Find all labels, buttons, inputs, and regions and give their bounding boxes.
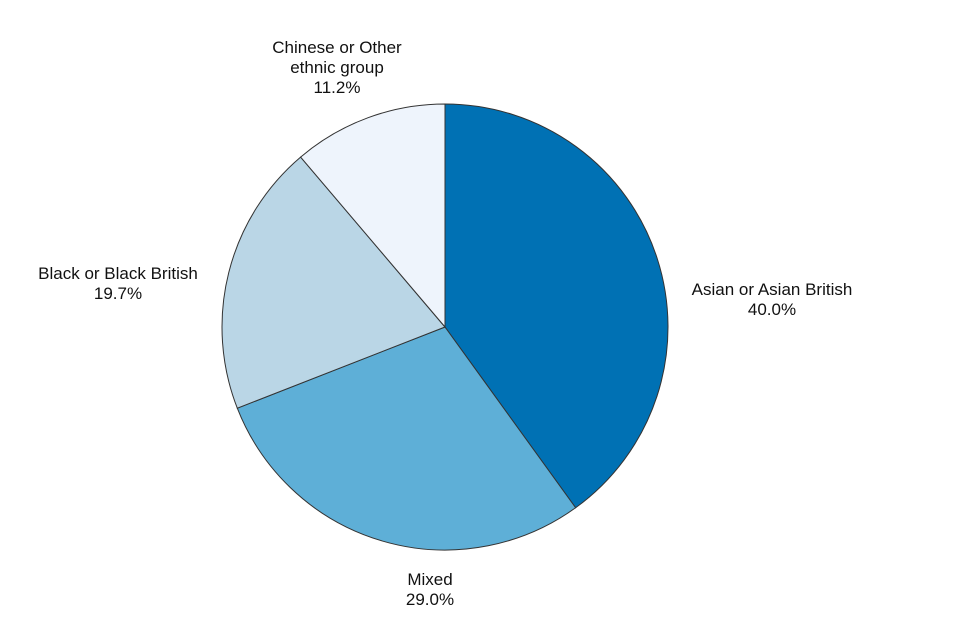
value-label: 29.0% (405, 590, 455, 609)
slice-label: Asian or Asian British 40.0% (692, 280, 853, 320)
slice-label: Mixed 29.0% (406, 570, 454, 610)
pie-slice (236, 326, 577, 551)
value-label: 40.0% (747, 300, 797, 319)
category-label: Mixed (407, 570, 453, 589)
pie-slice (444, 103, 669, 509)
slice-label: Chinese or Other ethnic group 11.2% (257, 38, 417, 98)
value-label: 19.7% (93, 284, 143, 303)
slice-label: Black or Black British 19.7% (38, 264, 198, 304)
category-label: Asian or Asian British (691, 280, 853, 299)
category-label: Chinese or Other ethnic group (272, 38, 402, 77)
value-label: 11.2% (313, 78, 361, 97)
category-label: Black or Black British (38, 264, 198, 283)
pie-slice (299, 103, 446, 329)
pie-slice (221, 156, 446, 409)
